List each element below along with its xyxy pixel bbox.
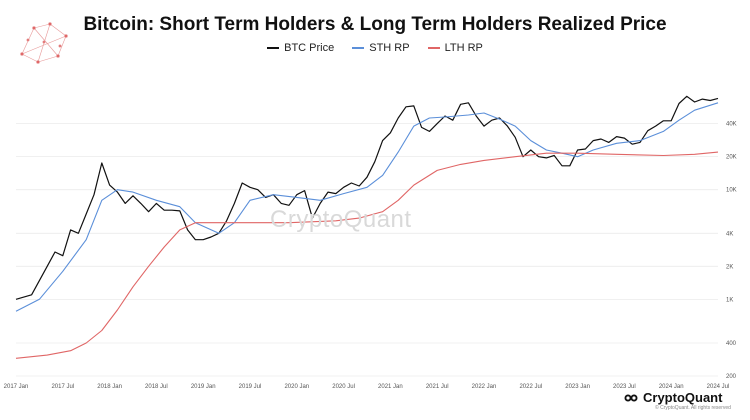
watermark-text: CryptoQuant xyxy=(270,206,412,233)
chart-title: Bitcoin: Short Term Holders & Long Term … xyxy=(83,14,667,35)
legend-item[interactable]: BTC Price xyxy=(267,42,334,54)
x-tick-label: 2018 Jan xyxy=(97,384,122,390)
x-tick-label: 2019 Jan xyxy=(191,384,216,390)
series-line-lth-rp xyxy=(15,151,719,359)
x-tick-label: 2019 Jul xyxy=(239,384,262,390)
x-tick-label: 2022 Jan xyxy=(472,384,497,390)
x-tick-label: 2020 Jul xyxy=(332,384,355,390)
legend-swatch xyxy=(267,47,280,49)
legend-label: LTH RP xyxy=(444,42,483,54)
brand-logo: CryptoQuant xyxy=(624,390,722,405)
chart-legend: BTC Price STH RP LTH RP xyxy=(0,42,750,54)
x-tick-label: 2018 Jul xyxy=(145,384,168,390)
x-tick-label: 2023 Jul xyxy=(613,384,636,390)
legend-swatch xyxy=(427,47,440,49)
legend-label: STH RP xyxy=(369,42,410,54)
y-tick-label: 20K xyxy=(726,155,737,161)
y-tick-label: 1K xyxy=(726,297,733,303)
legend-swatch xyxy=(352,47,365,49)
x-tick-label: 2017 Jul xyxy=(51,384,74,390)
x-tick-label: 2024 Jul xyxy=(707,384,730,390)
series-lines xyxy=(15,95,719,359)
brand-name: CryptoQuant xyxy=(643,390,723,405)
y-tick-label: 400 xyxy=(726,341,737,347)
series-line-btc-price xyxy=(15,95,719,300)
x-tick-label: 2020 Jan xyxy=(284,384,309,390)
x-tick-label: 2021 Jul xyxy=(426,384,449,390)
legend-label: BTC Price xyxy=(284,42,335,54)
y-tick-label: 10K xyxy=(726,188,737,194)
y-axis-ticks: 40K 20K 10K 4K 2K 1K 400 200 xyxy=(726,122,737,380)
y-tick-label: 2K xyxy=(726,264,733,270)
grid-lines xyxy=(16,123,718,377)
series-line-sth-rp xyxy=(15,102,719,312)
x-tick-label: 2021 Jan xyxy=(378,384,403,390)
y-tick-label: 40K xyxy=(726,122,737,128)
brand-icon xyxy=(624,394,638,401)
x-tick-label: 2017 Jan xyxy=(4,384,29,390)
y-tick-label: 4K xyxy=(726,231,733,237)
x-tick-label: 2023 Jan xyxy=(565,384,590,390)
legend-item[interactable]: STH RP xyxy=(352,42,410,54)
x-tick-label: 2024 Jan xyxy=(659,384,684,390)
logo-icon xyxy=(20,22,68,64)
legend-item[interactable]: LTH RP xyxy=(427,42,483,54)
x-axis-ticks: 2017 Jan 2017 Jul 2018 Jan 2018 Jul 2019 Jan… xyxy=(4,384,730,390)
y-tick-label: 200 xyxy=(726,374,737,380)
copyright-text: © CryptoQuant. All rights reserved xyxy=(655,405,731,411)
x-tick-label: 2022 Jul xyxy=(519,384,542,390)
